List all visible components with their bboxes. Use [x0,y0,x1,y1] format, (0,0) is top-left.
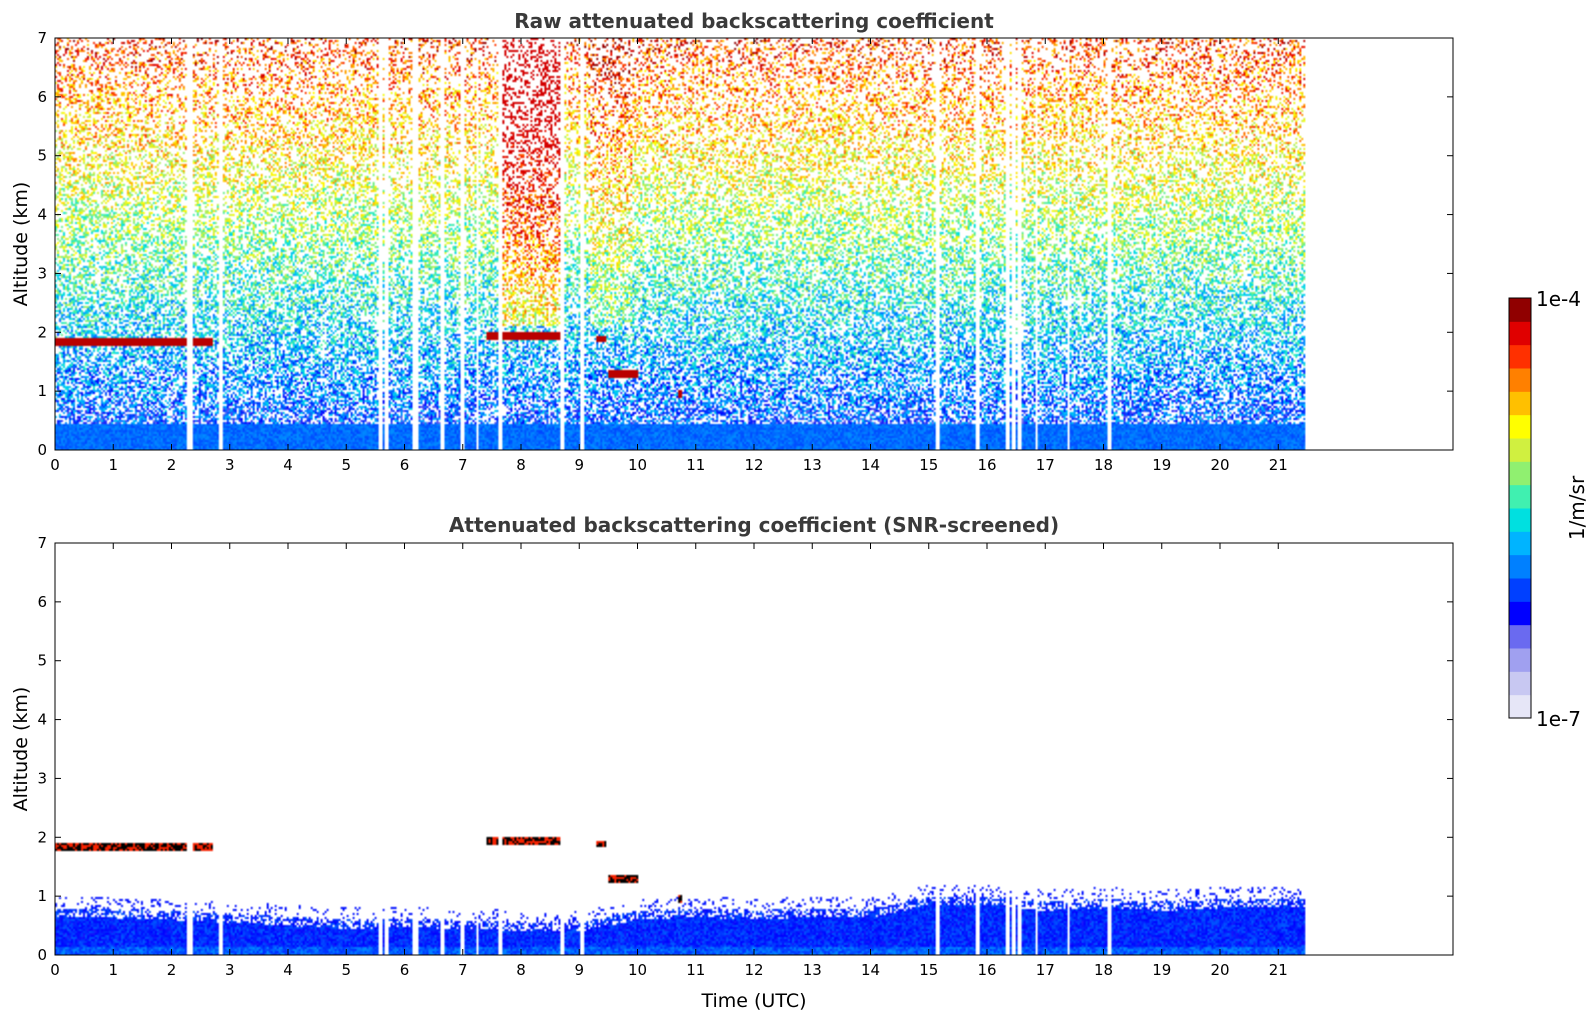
x-tick-label: 12 [744,961,763,979]
y-tick-label: 7 [37,534,47,552]
x-tick-label: 7 [458,961,468,979]
colorbar-swatch [1509,624,1531,649]
y-tick-label: 6 [37,593,47,611]
x-tick-label: 20 [1210,456,1229,474]
y-tick-label: 4 [37,711,47,729]
colorbar-frame [1508,297,1532,719]
screened-backscatter-panel: Attenuated backscattering coefficient (S… [10,513,1454,1012]
x-tick-label: 17 [1036,456,1055,474]
y-tick-label: 3 [37,264,47,282]
x-tick-label: 8 [516,961,526,979]
x-tick-label: 17 [1036,961,1055,979]
y-tick-label: 5 [37,147,47,165]
y-tick-label: 2 [37,828,47,846]
x-tick-label: 4 [283,456,293,474]
x-tick-label: 11 [686,456,705,474]
colorbar-swatch [1509,438,1531,462]
y-tick-label: 1 [37,887,47,905]
x-tick-label: 13 [803,456,822,474]
raw-y-axis-label: Altitude (km) [10,182,32,307]
x-tick-label: 3 [225,961,235,979]
x-axis-label: Time (UTC) [700,990,806,1012]
raw-panel-title: Raw attenuated backscattering coefficien… [514,9,994,33]
x-tick-label: 15 [919,456,938,474]
y-tick-label: 0 [37,441,47,459]
colorbar-swatch [1509,321,1531,346]
colorbar-swatch [1509,531,1531,556]
colorbar-swatch [1509,671,1531,696]
colorbar-swatch [1509,508,1531,532]
x-tick-label: 1 [108,456,118,474]
colorbar-swatch [1509,298,1531,322]
y-tick-label: 7 [37,29,47,47]
y-tick-label: 2 [37,323,47,341]
x-tick-label: 8 [516,456,526,474]
x-tick-label: 16 [977,456,996,474]
x-tick-label: 1 [108,961,118,979]
x-tick-label: 3 [225,456,235,474]
x-tick-label: 21 [1269,456,1288,474]
y-tick-label: 5 [37,652,47,670]
colorbar-swatch [1509,461,1531,486]
colorbar-swatch [1509,648,1531,672]
x-tick-label: 14 [861,961,880,979]
x-tick-label: 18 [1094,961,1113,979]
x-tick-label: 14 [861,456,880,474]
colorbar-max-label: 1e-4 [1536,287,1581,311]
raw-backscatter-panel: Raw attenuated backscattering coefficien… [10,9,1454,474]
x-tick-label: 2 [167,456,177,474]
x-tick-label: 6 [400,456,410,474]
x-tick-label: 10 [628,456,647,474]
colorbar: 1e-4 1e-7 1/m/sr [1508,287,1589,731]
colorbar-swatch [1509,578,1531,602]
colorbar-swatch [1509,368,1531,392]
y-tick-label: 1 [37,382,47,400]
screened-y-axis-label: Altitude (km) [10,687,32,812]
colorbar-swatch [1509,694,1531,719]
x-tick-label: 11 [686,961,705,979]
x-tick-label: 12 [744,456,763,474]
screened-panel-title: Attenuated backscattering coefficient (S… [449,513,1059,537]
colorbar-swatch [1509,344,1531,369]
x-tick-label: 9 [574,456,584,474]
x-tick-label: 19 [1152,961,1171,979]
x-tick-label: 0 [50,456,60,474]
colorbar-min-label: 1e-7 [1536,707,1581,731]
y-tick-label: 4 [37,206,47,224]
x-tick-label: 2 [167,961,177,979]
colorbar-swatch [1509,414,1531,439]
raw-backscatter-heatmap [55,38,1453,450]
y-tick-label: 0 [37,946,47,964]
x-tick-label: 7 [458,456,468,474]
x-tick-label: 19 [1152,456,1171,474]
x-tick-label: 9 [574,961,584,979]
y-tick-label: 3 [37,769,47,787]
colorbar-swatch [1509,484,1531,509]
screened-backscatter-heatmap [55,543,1453,955]
x-tick-label: 0 [50,961,60,979]
colorbar-swatch [1509,601,1531,626]
x-tick-label: 18 [1094,456,1113,474]
x-tick-label: 4 [283,961,293,979]
x-tick-label: 5 [341,456,351,474]
x-tick-label: 5 [341,961,351,979]
x-tick-label: 20 [1210,961,1229,979]
x-tick-label: 21 [1269,961,1288,979]
x-tick-label: 6 [400,961,410,979]
colorbar-swatch [1509,391,1531,416]
x-tick-label: 13 [803,961,822,979]
colorbar-swatch [1509,554,1531,579]
x-tick-label: 10 [628,961,647,979]
colorbar-unit-label: 1/m/sr [1565,475,1589,540]
x-tick-label: 15 [919,961,938,979]
x-tick-label: 16 [977,961,996,979]
y-tick-label: 6 [37,88,47,106]
